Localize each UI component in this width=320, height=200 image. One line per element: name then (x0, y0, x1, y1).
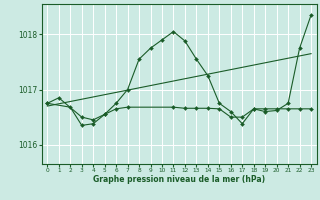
X-axis label: Graphe pression niveau de la mer (hPa): Graphe pression niveau de la mer (hPa) (93, 175, 265, 184)
